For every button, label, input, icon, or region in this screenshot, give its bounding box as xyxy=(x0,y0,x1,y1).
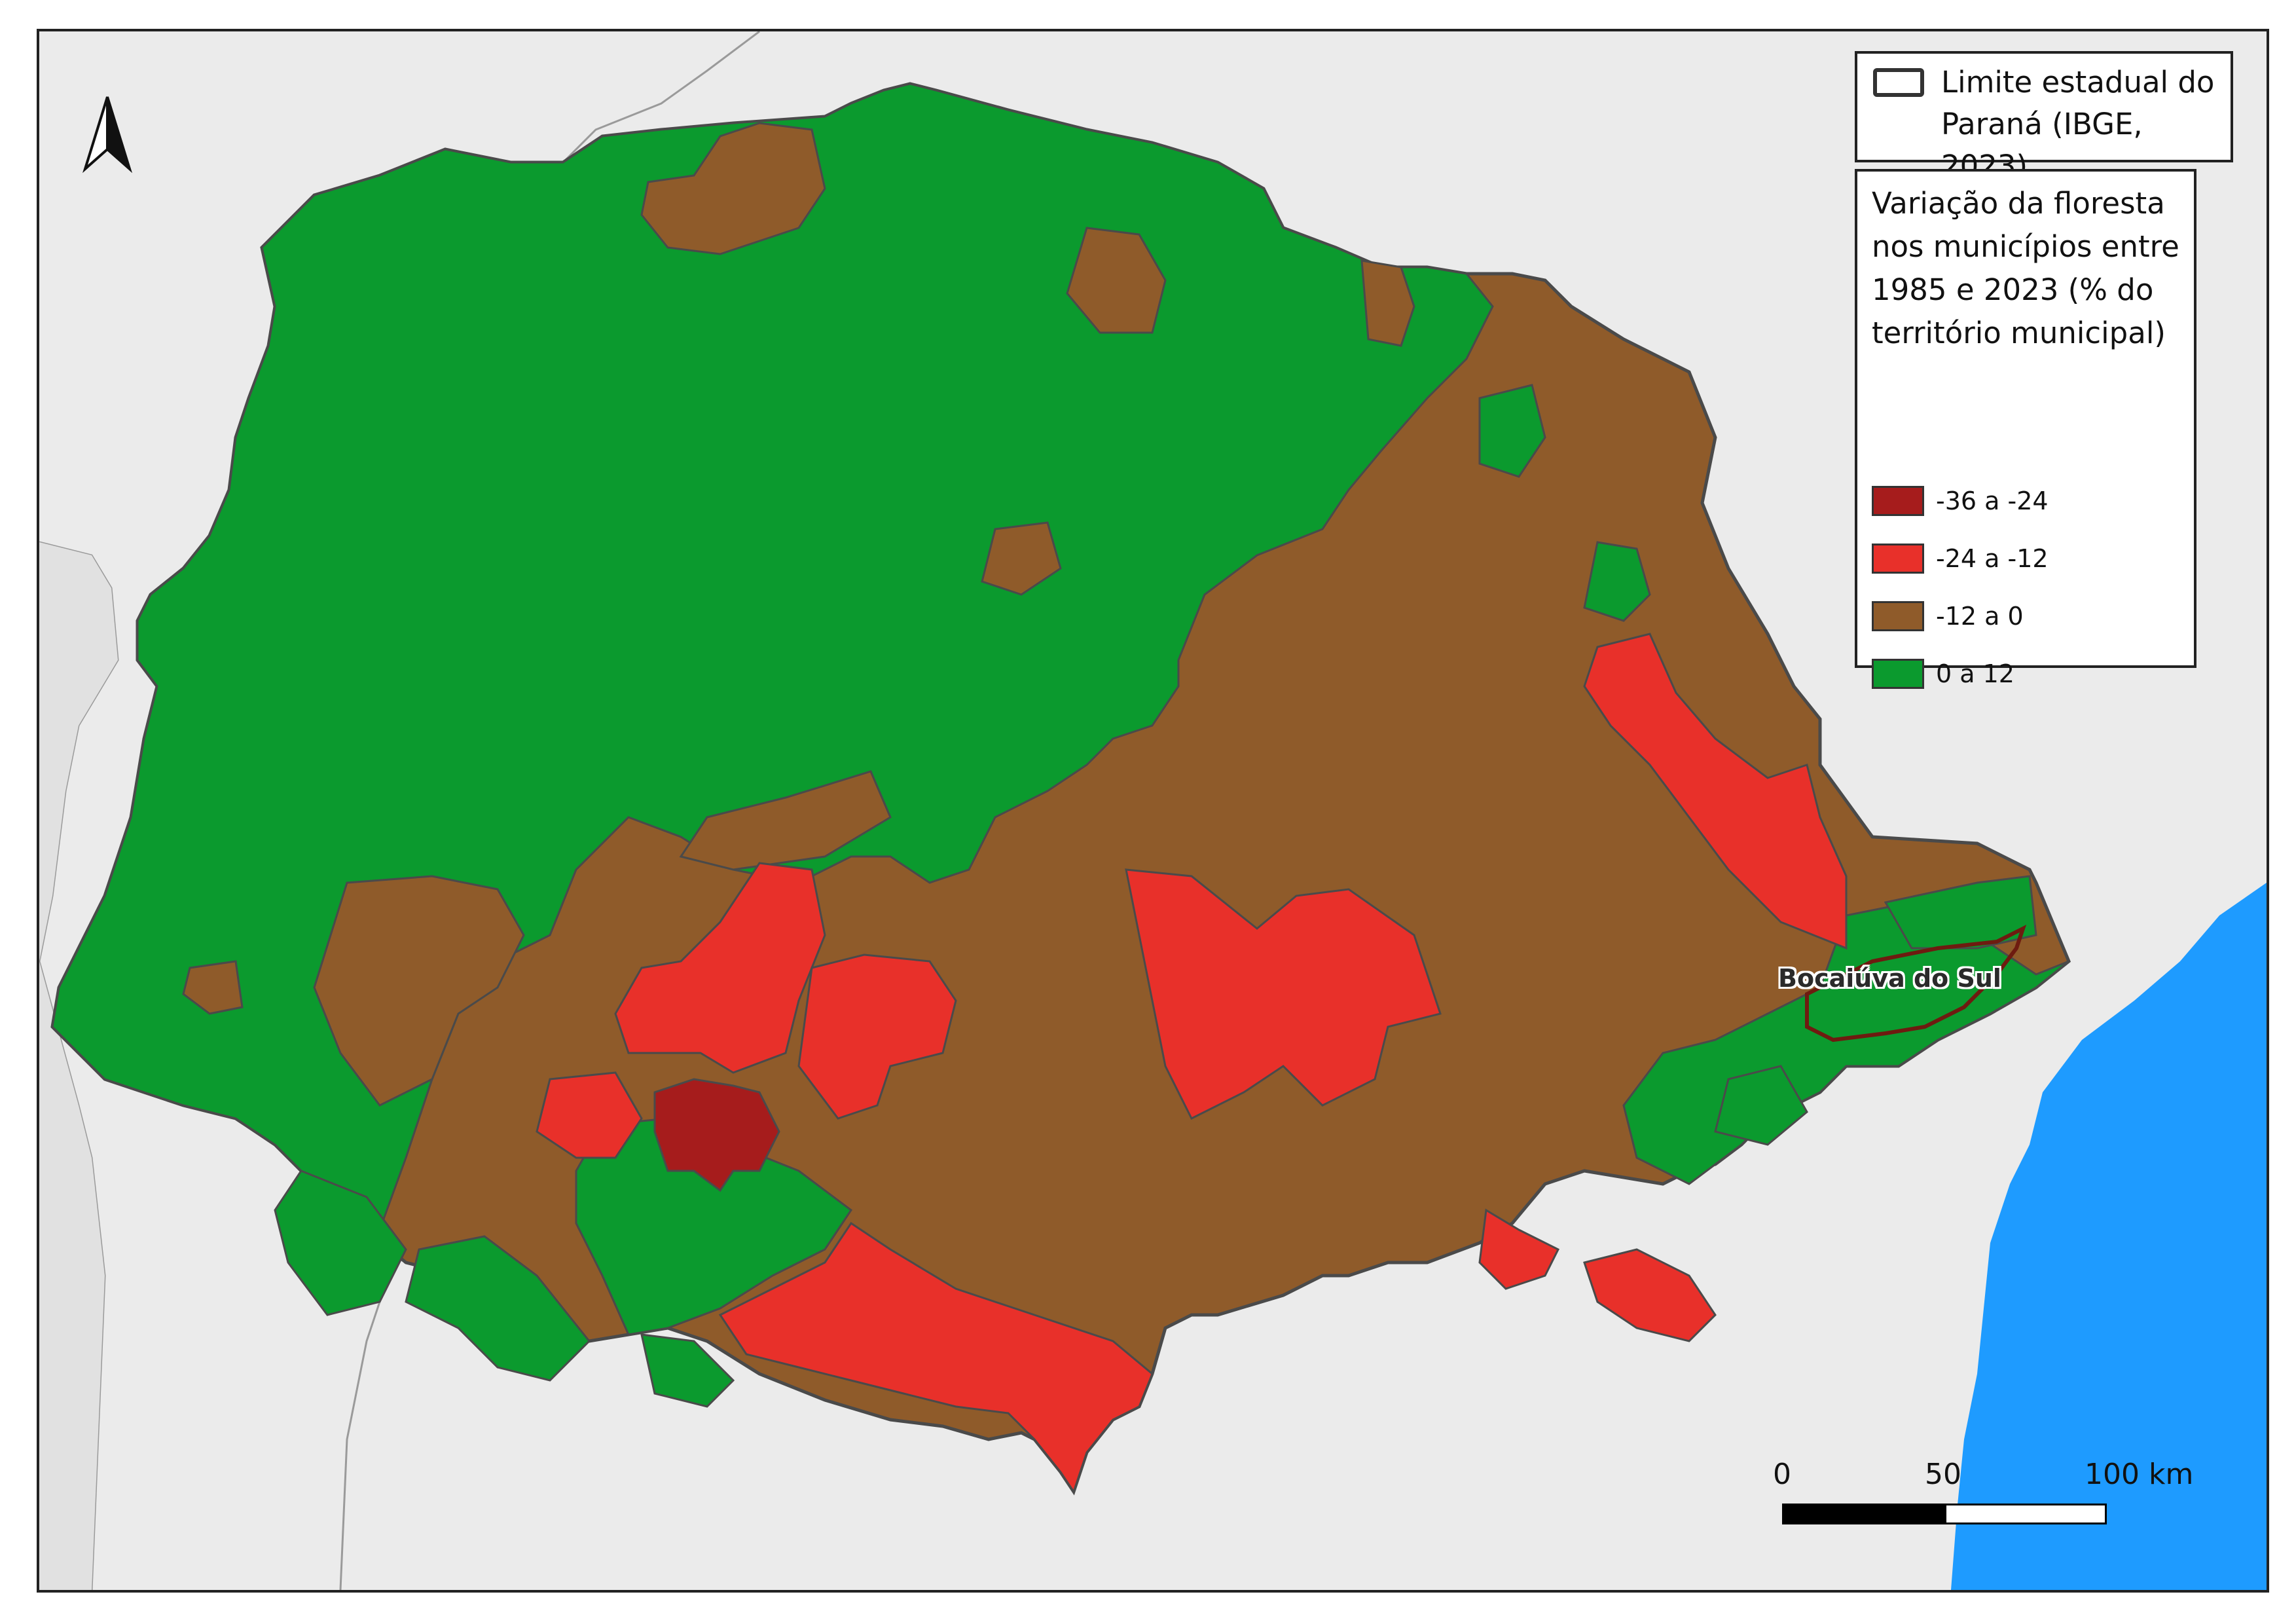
legend-swatch xyxy=(1872,486,1924,516)
class-region-minus12-a-0 xyxy=(1360,259,1415,347)
legend-swatch xyxy=(1872,659,1924,689)
legend-item: -36 a -24 xyxy=(1872,483,2186,519)
class-region-minus12-a-0 xyxy=(981,521,1062,596)
class-region-0-a-12 xyxy=(640,1333,735,1408)
class-region-minus24-a-minus12 xyxy=(536,1071,643,1159)
class-region-0-a-12 xyxy=(1583,541,1651,622)
legend-state-limit: Limite estadual do Paraná (IBGE, 2023) xyxy=(1855,51,2233,183)
class-region-minus12-a-0 xyxy=(313,875,525,1107)
scale-bar-segment xyxy=(1784,1505,1946,1522)
highlighted-municipality-outline[interactable] xyxy=(1805,925,2027,1043)
legend-title: Variação da floresta nos municípios entr… xyxy=(1872,186,2179,350)
scale-bar xyxy=(1782,1504,2107,1524)
legend-label: -12 a 0 xyxy=(1936,602,2024,631)
class-region-minus24-a-minus12 xyxy=(614,862,826,1074)
class-region-0-a-12 xyxy=(1884,875,2037,950)
class-region-0-a-12 xyxy=(274,1170,407,1316)
state-limit-label: Limite estadual do Paraná (IBGE, 2023) xyxy=(1941,65,2215,183)
legend-variation: Variação da floresta nos municípios entr… xyxy=(1855,169,2196,689)
legend-label: 0 a 12 xyxy=(1936,659,2014,688)
class-region-minus24-a-minus12 xyxy=(797,953,957,1120)
legend-label: -24 a -12 xyxy=(1936,544,2049,573)
municipality-label: Bocaiúva do Sul xyxy=(1778,964,2001,993)
neighbor-shading xyxy=(39,542,118,961)
scale-label-100: 100 km xyxy=(2085,1458,2194,1491)
neighbor-border-line xyxy=(339,1262,394,1590)
ocean-area xyxy=(1951,883,2267,1590)
class-region-minus12-a-0 xyxy=(1066,227,1167,334)
legend-item: 0 a 12 xyxy=(1872,656,2186,692)
map-frame: Bocaiúva do Sul Limite estadual do Paran… xyxy=(37,29,2269,1593)
legend-swatch xyxy=(1872,601,1924,631)
legend-item: -12 a 0 xyxy=(1872,599,2186,634)
north-arrow-icon xyxy=(82,96,133,174)
scale-label-0: 0 xyxy=(1773,1458,1791,1491)
class-region-minus12-a-0 xyxy=(640,122,826,255)
class-region-minus24-a-minus12 xyxy=(718,1221,1154,1494)
class-region-minus36-a-minus24 xyxy=(653,1078,780,1192)
neighbor-border-line xyxy=(562,31,760,164)
neighbor-shading xyxy=(39,961,105,1590)
class-region-minus24-a-minus12 xyxy=(1583,1248,1717,1342)
class-region-minus24-a-minus12 xyxy=(1583,633,1848,950)
class-region-minus12-a-0 xyxy=(679,770,892,871)
legend-item: -24 a -12 xyxy=(1872,541,2186,576)
class-region-0-a-12 xyxy=(1714,1065,1808,1146)
class-region-minus12-a-0 xyxy=(182,960,244,1015)
legend-swatch xyxy=(1872,544,1924,574)
scale-label-50: 50 xyxy=(1925,1458,1961,1491)
map-canvas[interactable] xyxy=(39,31,2267,1590)
legend-label: -36 a -24 xyxy=(1936,487,2049,515)
class-region-0-a-12 xyxy=(405,1235,591,1382)
class-region-minus24-a-minus12 xyxy=(1478,1208,1560,1290)
state-limit-symbol xyxy=(1873,68,1924,97)
class-region-0-a-12 xyxy=(1478,384,1546,478)
class-region-minus24-a-minus12 xyxy=(1125,868,1442,1120)
